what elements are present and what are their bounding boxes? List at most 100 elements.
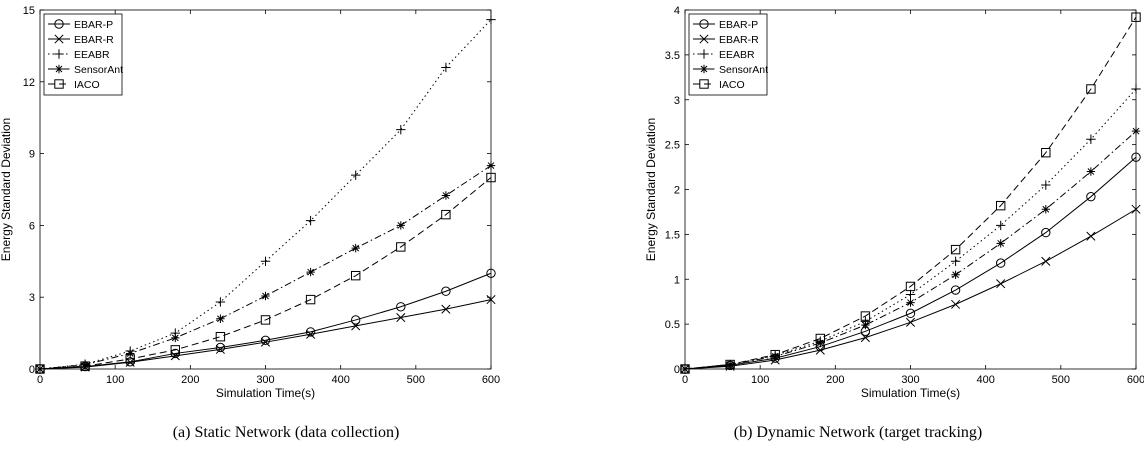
data-point <box>171 333 180 343</box>
data-point <box>260 256 271 266</box>
caption-a: (a) Static Network (data collection) <box>172 424 400 441</box>
legend-marker <box>54 34 64 44</box>
legend-label: IACO <box>74 79 100 91</box>
y-tick-label: 2 <box>674 185 680 197</box>
data-point <box>1041 227 1051 238</box>
data-point <box>1041 180 1051 190</box>
x-tick-label: 400 <box>976 374 994 386</box>
series-ebar-r <box>680 204 1141 374</box>
data-point <box>351 270 361 281</box>
data-point <box>771 352 780 361</box>
series-line-ebar-p <box>39 272 492 370</box>
x-tick-label: 200 <box>181 374 199 386</box>
data-point <box>486 161 496 170</box>
legend-label: EEABR <box>719 49 755 61</box>
data-point <box>351 243 360 253</box>
data-point <box>35 364 45 374</box>
x-tick-label: 300 <box>901 374 919 386</box>
data-point <box>305 215 316 226</box>
data-point <box>170 345 181 355</box>
legend-marker <box>699 64 709 74</box>
data-point <box>1131 12 1141 22</box>
legend-marker <box>54 64 64 74</box>
x-axis-label: Simulation Time(s) <box>861 386 960 400</box>
data-point <box>486 172 496 183</box>
series-line-eeabr <box>684 88 1137 370</box>
series-line-iaco <box>39 177 492 370</box>
series-eeabr <box>680 84 1141 374</box>
y-tick-label: 0.5 <box>665 319 680 331</box>
series-line-eeabr <box>39 19 492 370</box>
legend-label: EBAR-P <box>74 19 113 31</box>
legend-marker <box>54 19 64 29</box>
data-point <box>396 312 406 323</box>
x-tick-label: 0 <box>682 374 688 386</box>
series-iaco <box>35 172 496 374</box>
data-point <box>260 315 271 325</box>
data-point <box>441 209 451 220</box>
data-point <box>680 364 690 374</box>
data-point <box>815 345 825 355</box>
y-axis-label: Energy Standard Deviation <box>644 118 658 261</box>
legend-marker <box>699 79 709 89</box>
data-point <box>860 333 870 343</box>
y-tick-label: 12 <box>23 77 35 89</box>
data-point <box>125 354 135 364</box>
x-axis-label: Simulation Time(s) <box>216 386 315 400</box>
y-axis-label: Energy Standard Deviation <box>0 118 13 261</box>
series-ebar-r <box>35 295 496 374</box>
legend-label: IACO <box>719 79 745 91</box>
data-point <box>1131 152 1141 162</box>
data-point <box>950 285 961 295</box>
data-point <box>306 329 316 339</box>
legend-label: EEABR <box>74 49 110 61</box>
legend-label: EBAR-R <box>719 34 759 46</box>
data-point <box>996 258 1006 268</box>
y-tick-label: 6 <box>29 220 35 232</box>
series-line-sensorant <box>684 130 1137 370</box>
data-point <box>216 314 225 323</box>
data-point <box>396 242 406 252</box>
data-point <box>215 331 226 342</box>
data-point <box>1131 84 1141 94</box>
data-point <box>1086 134 1096 144</box>
chart-panel-a: 0 100 200 300 400 500 600 0 3 6 9 12 15 Simulation Ti… <box>0 5 500 441</box>
data-point <box>351 315 361 325</box>
data-point <box>1131 126 1141 136</box>
data-point <box>996 200 1006 211</box>
series-ebar-p <box>680 152 1141 374</box>
data-point <box>725 359 735 370</box>
series-line-ebar-p <box>684 156 1137 370</box>
data-point <box>905 308 916 319</box>
x-tick-label: 200 <box>826 374 844 386</box>
data-point <box>215 342 226 353</box>
data-point <box>770 349 780 360</box>
data-point <box>996 239 1005 248</box>
y-tick-label: 4 <box>674 5 680 17</box>
y-tick-label: 0 <box>674 364 680 376</box>
series-line-iaco <box>684 16 1137 370</box>
legend-label: SensorAnt <box>74 64 123 76</box>
chart-a: 0 100 200 300 400 500 600 0 3 6 9 12 15 Simulation Ti… <box>0 5 500 400</box>
series-iaco <box>680 12 1141 374</box>
data-point <box>950 256 961 266</box>
legend: EBAR-P EBAR-R EEABR SensorAnt IACO <box>688 13 768 96</box>
data-point <box>441 286 451 296</box>
x-tick-label: 100 <box>751 374 769 386</box>
legend-marker <box>54 49 64 59</box>
data-point <box>950 244 961 255</box>
y-tick-label: 1.5 <box>665 229 680 241</box>
data-point <box>1041 205 1050 214</box>
y-tick-label: 0 <box>29 364 35 376</box>
data-point <box>486 295 496 305</box>
x-tick-label: 0 <box>37 374 43 386</box>
legend: EBAR-P EBAR-R EEABR SensorAnt IACO <box>43 13 123 96</box>
data-point <box>996 220 1006 231</box>
data-point <box>906 298 915 307</box>
series-line-ebar-r <box>684 208 1137 370</box>
y-tick-label: 9 <box>29 149 35 161</box>
chart-b: 0 100 200 300 400 500 600 0 0.5 1 1.5 2 2.5 3 3.5 4 Simu… <box>644 5 1144 400</box>
series-line-sensorant <box>39 165 492 370</box>
data-point <box>441 304 451 314</box>
data-point <box>305 294 316 305</box>
